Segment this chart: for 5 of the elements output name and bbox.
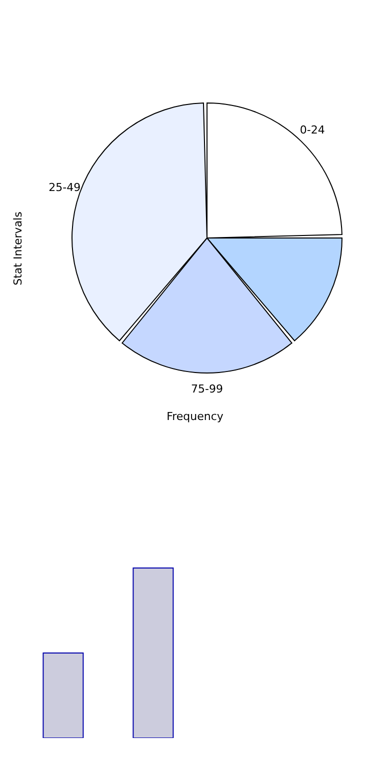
slice-label: 25-49 — [48, 181, 81, 194]
slice-label: 75-99 — [191, 382, 223, 396]
text: Frequency — [166, 410, 224, 423]
slice-label: 0-24 — [300, 123, 325, 136]
text: Stat Intervals — [12, 210, 24, 288]
